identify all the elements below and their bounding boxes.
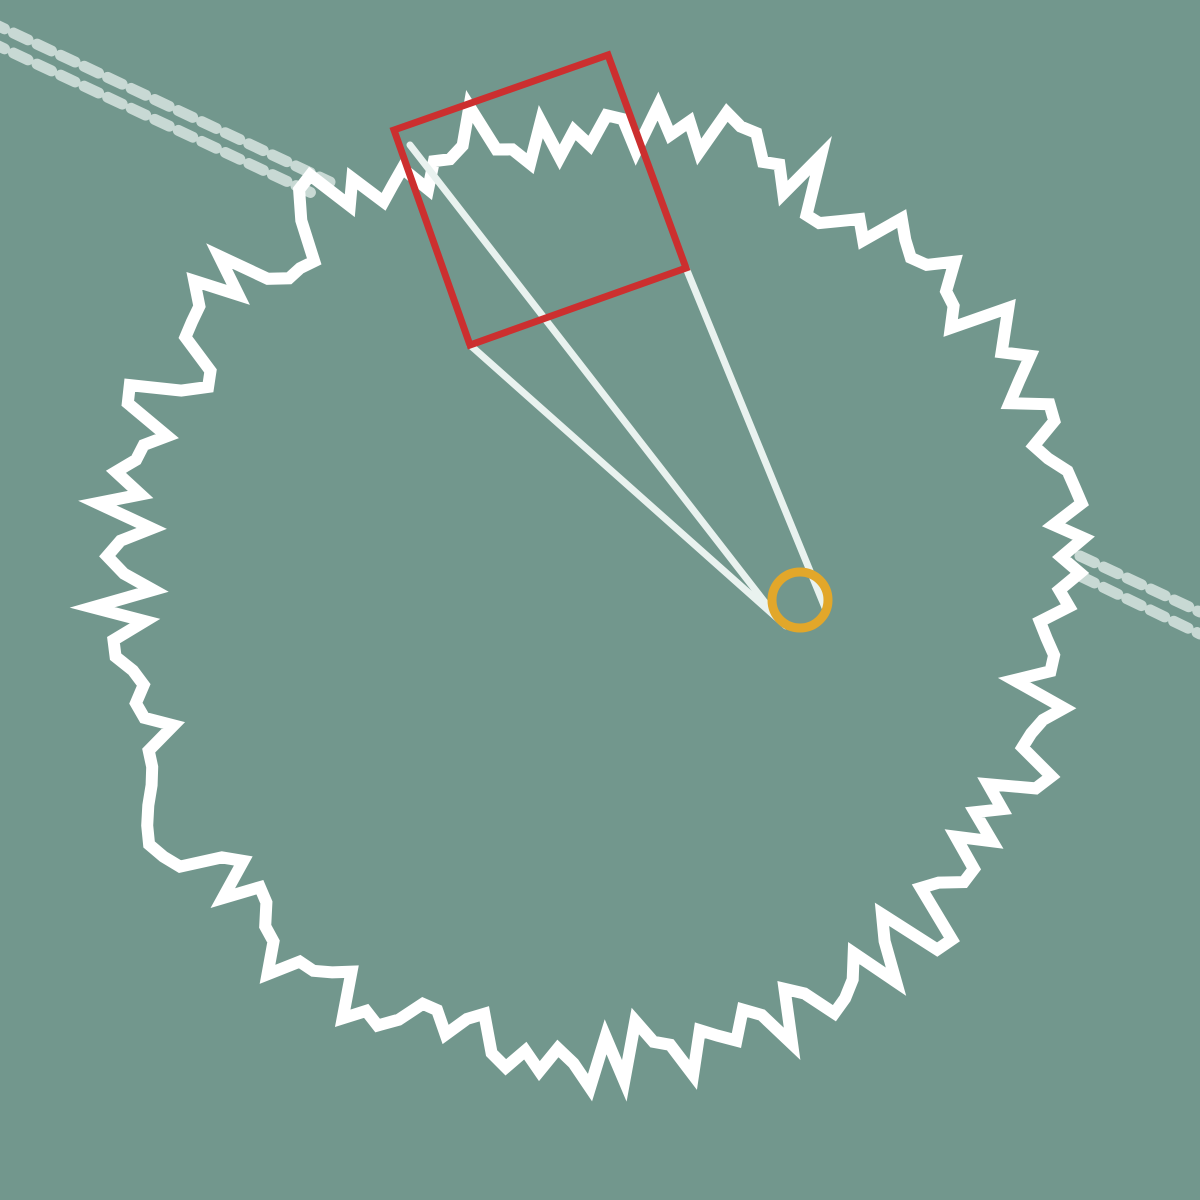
projection-line-right	[682, 264, 830, 614]
path-line-lower-right	[1074, 570, 1200, 640]
square-highlight-box	[389, 50, 691, 350]
ring-marker	[767, 567, 833, 633]
path-line-upper-right	[1074, 550, 1200, 618]
path-line-upper	[0, 20, 336, 188]
jagged-circle-outline	[69, 90, 1095, 1102]
dashed-double-path	[0, 20, 1200, 640]
projection-line-middle	[406, 141, 778, 618]
path-line-lower	[0, 40, 324, 202]
projection-line-left	[466, 341, 790, 630]
projection-lines	[406, 141, 830, 630]
